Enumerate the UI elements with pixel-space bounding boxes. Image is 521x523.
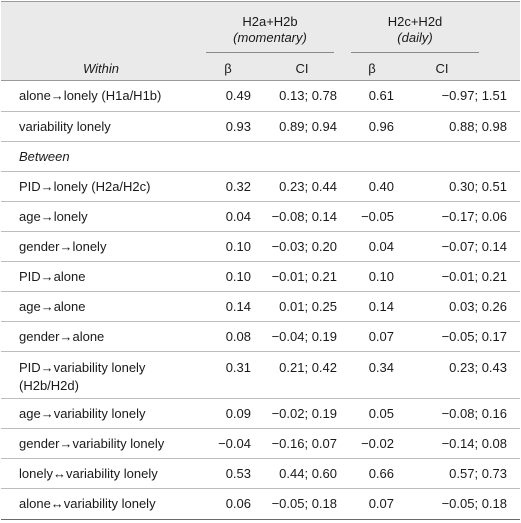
beta-momentary: 0.10 — [225, 238, 251, 254]
row-label: alone→lonely (H1a/H1b) — [19, 88, 162, 103]
ci-daily: 0.23; 0.43 — [449, 360, 507, 375]
beta-momentary: 0.31 — [225, 360, 251, 375]
ci-momentary: −0.02; 0.19 — [271, 405, 337, 421]
beta-momentary: 0.08 — [225, 328, 251, 344]
beta-momentary: 0.49 — [225, 88, 251, 103]
row-label: gender→variability lonely — [19, 435, 165, 451]
section-label: Between — [19, 148, 70, 164]
beta-daily: 0.07 — [368, 496, 394, 511]
table-row: variability lonely 0.93 0.89; 0.94 0.96 … — [1, 112, 520, 142]
group-momentary-header: H2a+H2b (momentary) — [206, 14, 334, 46]
group-momentary-rule — [206, 52, 334, 53]
ci-momentary: 0.13; 0.78 — [279, 88, 337, 103]
table-row: gender→alone 0.08 −0.04; 0.19 0.07 −0.05… — [1, 322, 520, 352]
ci-daily: −0.01; 0.21 — [441, 268, 507, 284]
beta-daily: 0.61 — [368, 88, 394, 103]
table-row: lonely↔variability lonely 0.53 0.44; 0.6… — [1, 459, 520, 489]
ci-momentary: −0.08; 0.14 — [271, 208, 337, 224]
column-header-ci-momentary: CI — [295, 61, 309, 76]
ci-momentary: −0.16; 0.07 — [271, 435, 337, 451]
row-label: PID→alone — [19, 268, 86, 284]
beta-momentary: 0.04 — [225, 208, 251, 224]
group-daily-title: H2c+H2d — [387, 14, 443, 29]
ci-momentary: −0.04; 0.19 — [271, 328, 337, 344]
ci-momentary: −0.01; 0.21 — [271, 268, 337, 284]
beta-daily: 0.66 — [368, 465, 394, 481]
table-row: age→alone 0.14 0.01; 0.25 0.14 0.03; 0.2… — [1, 292, 520, 322]
table-row: PID→variability lonely (H2b/H2d) 0.31 0.… — [1, 352, 520, 399]
group-daily-rule — [351, 52, 479, 53]
ci-daily: 0.03; 0.26 — [449, 298, 507, 314]
row-label: gender→lonely — [19, 238, 107, 254]
beta-momentary: 0.10 — [225, 268, 251, 284]
table-row: gender→lonely 0.10 −0.03; 0.20 0.04 −0.0… — [1, 232, 520, 262]
row-label: lonely↔variability lonely — [19, 465, 158, 481]
table-row: age→lonely 0.04 −0.08; 0.14 −0.05 −0.17;… — [1, 202, 520, 232]
column-header-beta-momentary: β — [224, 61, 232, 76]
beta-daily: 0.05 — [368, 405, 394, 421]
beta-daily: −0.02 — [361, 435, 394, 451]
group-daily-subtitle: (daily) — [397, 30, 433, 45]
beta-momentary: 0.06 — [225, 496, 251, 511]
row-label: age→alone — [19, 298, 86, 314]
ci-daily: −0.17; 0.06 — [441, 208, 507, 224]
ci-daily: 0.88; 0.98 — [449, 118, 507, 134]
beta-momentary: 0.93 — [225, 118, 251, 134]
table-row: alone→lonely (H1a/H1b) 0.49 0.13; 0.78 0… — [1, 81, 520, 112]
ci-momentary: −0.03; 0.20 — [271, 238, 337, 254]
section-row-between: Between — [1, 142, 520, 172]
table-row: PID→lonely (H2a/H2c) 0.32 0.23; 0.44 0.4… — [1, 172, 520, 202]
group-daily-header: H2c+H2d (daily) — [351, 14, 479, 46]
ci-daily: −0.14; 0.08 — [441, 435, 507, 451]
beta-daily: 0.07 — [368, 328, 394, 344]
table-bottom-rule — [1, 519, 520, 520]
beta-momentary: 0.14 — [225, 298, 251, 314]
beta-daily: 0.04 — [368, 238, 394, 254]
row-label-line1: PID→variability lonely — [19, 360, 146, 375]
beta-momentary: 0.53 — [225, 465, 251, 481]
table-row: PID→alone 0.10 −0.01; 0.21 0.10 −0.01; 0… — [1, 262, 520, 292]
row-label: age→lonely — [19, 208, 88, 224]
beta-daily: 0.10 — [368, 268, 394, 284]
ci-momentary: 0.23; 0.44 — [279, 178, 337, 194]
row-label: gender→alone — [19, 328, 105, 344]
ci-momentary: 0.01; 0.25 — [279, 298, 337, 314]
beta-daily: 0.34 — [368, 360, 394, 375]
group-momentary-subtitle: (momentary) — [233, 30, 307, 45]
ci-daily: 0.57; 0.73 — [449, 465, 507, 481]
column-header-within: Within — [82, 61, 119, 76]
ci-daily: −0.05; 0.17 — [441, 328, 507, 344]
ci-daily: −0.05; 0.18 — [441, 496, 507, 511]
ci-momentary: 0.21; 0.42 — [279, 360, 337, 375]
ci-momentary: 0.44; 0.60 — [279, 465, 337, 481]
row-label: PID→variability lonely (H2b/H2d) — [19, 352, 199, 398]
ci-momentary: −0.05; 0.18 — [271, 496, 337, 511]
table-row: age→variability lonely 0.09 −0.02; 0.19 … — [1, 399, 520, 429]
row-label: variability lonely — [19, 118, 111, 134]
row-label: PID→lonely (H2a/H2c) — [19, 178, 151, 194]
ci-daily: 0.30; 0.51 — [449, 178, 507, 194]
beta-momentary: 0.32 — [225, 178, 251, 194]
column-header-ci-daily: CI — [435, 61, 449, 76]
table-header: H2a+H2b (momentary) H2c+H2d (daily) With… — [1, 1, 520, 81]
beta-momentary: 0.09 — [225, 405, 251, 421]
group-momentary-title: H2a+H2b — [242, 14, 298, 29]
column-header-beta-daily: β — [368, 61, 376, 76]
beta-momentary: −0.04 — [218, 435, 251, 451]
row-label: age→variability lonely — [19, 405, 146, 421]
ci-daily: −0.07; 0.14 — [441, 238, 507, 254]
table-row: alone↔variability lonely 0.06 −0.05; 0.1… — [1, 489, 520, 519]
ci-daily: −0.97; 1.51 — [441, 88, 507, 103]
ci-daily: −0.08; 0.16 — [441, 405, 507, 421]
row-label: alone↔variability lonely — [19, 496, 156, 511]
ci-momentary: 0.89; 0.94 — [279, 118, 337, 134]
beta-daily: 0.14 — [368, 298, 394, 314]
beta-daily: −0.05 — [361, 208, 394, 224]
beta-daily: 0.40 — [368, 178, 394, 194]
row-label-line2: (H2b/H2d) — [19, 378, 79, 393]
beta-daily: 0.96 — [368, 118, 394, 134]
table-row: gender→variability lonely −0.04 −0.16; 0… — [1, 429, 520, 459]
